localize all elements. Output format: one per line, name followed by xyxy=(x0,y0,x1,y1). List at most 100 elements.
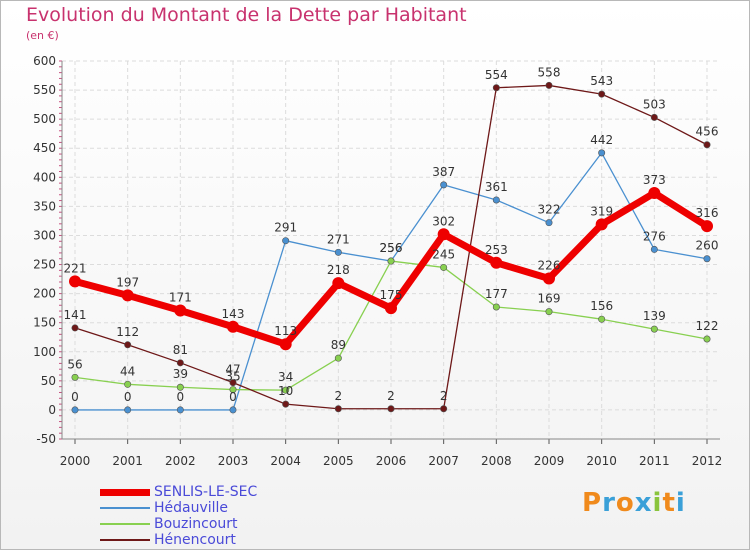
legend-swatch xyxy=(100,523,150,525)
data-point xyxy=(650,245,658,253)
data-label: 81 xyxy=(173,343,188,357)
data-label: 558 xyxy=(538,65,561,79)
chart-title: Evolution du Montant de la Dette par Hab… xyxy=(26,4,467,26)
data-point xyxy=(71,373,79,381)
data-point xyxy=(334,248,342,256)
data-label: 256 xyxy=(380,241,403,255)
y-tick-label: 550 xyxy=(33,83,56,97)
data-point xyxy=(387,405,395,413)
data-label: 503 xyxy=(643,97,666,111)
data-point xyxy=(229,386,237,394)
logo-letter: r xyxy=(602,488,616,518)
data-label: 122 xyxy=(696,319,719,333)
logo-letter: x xyxy=(634,488,653,518)
data-label: 291 xyxy=(274,221,297,235)
data-label: 171 xyxy=(169,290,192,304)
legend-swatch xyxy=(100,507,150,509)
data-point xyxy=(124,380,132,388)
y-tick-label: 350 xyxy=(33,199,56,213)
data-label: 316 xyxy=(696,206,719,220)
data-label: 47 xyxy=(225,363,240,377)
data-point xyxy=(334,354,342,362)
data-label: 245 xyxy=(432,247,455,261)
data-label: 256 xyxy=(380,241,403,255)
data-point xyxy=(598,149,606,157)
x-tick-label: 2011 xyxy=(639,454,670,468)
x-tick-label: 2006 xyxy=(376,454,407,468)
legend-label: Hénencourt xyxy=(154,532,236,548)
data-point xyxy=(176,359,184,367)
data-point xyxy=(650,325,658,333)
data-label: 322 xyxy=(538,203,561,217)
data-point xyxy=(121,289,134,302)
x-tick-label: 2003 xyxy=(218,454,249,468)
data-point xyxy=(282,386,290,394)
legend-swatch xyxy=(100,488,150,496)
y-tick-label: 500 xyxy=(33,112,56,126)
x-tick-label: 2005 xyxy=(323,454,354,468)
data-labels: 221 197 171 143 113 218 175 302 253 226 319 373 316 0… xyxy=(64,65,719,403)
logo-letter: o xyxy=(615,488,635,518)
y-tick-label: 250 xyxy=(33,258,56,272)
data-label: 39 xyxy=(173,367,188,381)
data-label: 276 xyxy=(643,229,666,243)
data-point xyxy=(71,406,79,414)
logo-letter: i xyxy=(652,488,663,518)
data-point xyxy=(543,272,555,285)
data-point xyxy=(545,81,553,89)
data-point xyxy=(440,263,448,271)
data-point xyxy=(229,379,237,387)
data-label: 0 xyxy=(71,390,79,404)
y-tick-label: 200 xyxy=(33,287,56,301)
data-point xyxy=(437,228,450,241)
data-point xyxy=(334,405,342,413)
logo-letter: t xyxy=(662,488,676,518)
data-label: 2 xyxy=(387,389,395,403)
data-label: 442 xyxy=(590,133,613,147)
data-label: 373 xyxy=(643,173,666,187)
chart-axes: -500501001502002503003504004505005506002… xyxy=(33,54,722,468)
data-label: 35 xyxy=(225,370,240,384)
data-label: 221 xyxy=(64,261,87,275)
x-tick-label: 2010 xyxy=(586,454,617,468)
data-label: 197 xyxy=(116,275,139,289)
data-point xyxy=(124,341,132,349)
data-label: 34 xyxy=(278,370,293,384)
data-point xyxy=(174,304,187,317)
x-tick-label: 2004 xyxy=(270,454,301,468)
y-tick-label: 450 xyxy=(33,141,56,155)
data-point xyxy=(598,315,606,323)
data-label: 387 xyxy=(432,165,455,179)
y-tick-label: 400 xyxy=(33,170,56,184)
data-point xyxy=(492,196,500,204)
data-label: 169 xyxy=(538,292,561,306)
legend-swatch xyxy=(100,539,150,541)
data-label: 302 xyxy=(432,214,455,228)
y-tick-label: 600 xyxy=(33,54,56,68)
legend-label: SENLIS-LE-SEC xyxy=(154,484,258,500)
data-label: 253 xyxy=(485,243,508,257)
data-point xyxy=(703,255,711,263)
data-label: 175 xyxy=(380,288,403,302)
data-point xyxy=(69,275,81,288)
data-point xyxy=(227,320,239,333)
proxiti-logo: Proxiti xyxy=(582,488,686,518)
data-label: 543 xyxy=(590,74,613,88)
data-point xyxy=(595,218,608,231)
data-point xyxy=(703,141,711,149)
data-label: 361 xyxy=(485,180,508,194)
data-point xyxy=(124,406,132,414)
logo-letter: i xyxy=(675,488,686,518)
data-point xyxy=(545,219,553,227)
data-point xyxy=(176,406,184,414)
data-point xyxy=(650,113,658,121)
data-label: 139 xyxy=(643,309,666,323)
data-label: 0 xyxy=(229,390,237,404)
data-label: 0 xyxy=(177,390,185,404)
data-label: 177 xyxy=(485,287,508,301)
data-point xyxy=(492,84,500,92)
y-tick-label: 150 xyxy=(33,316,56,330)
data-label: 319 xyxy=(590,204,613,218)
data-point xyxy=(545,308,553,316)
